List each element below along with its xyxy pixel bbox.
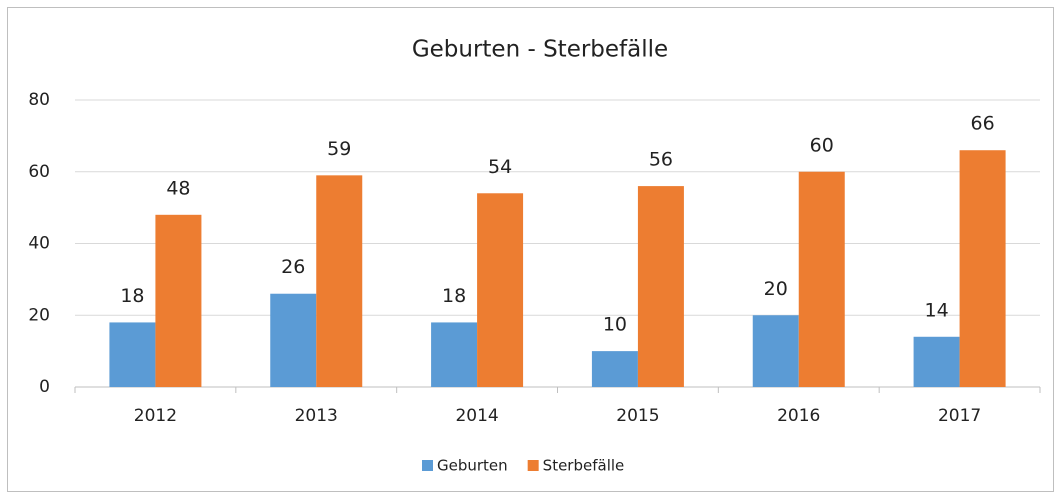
legend-swatch — [422, 460, 433, 471]
data-label: 14 — [924, 299, 948, 321]
bar — [270, 293, 317, 387]
data-label: 59 — [327, 138, 351, 160]
data-label: 54 — [488, 156, 512, 178]
bar — [316, 175, 363, 387]
x-tick-label: 2013 — [295, 406, 338, 426]
legend-label: Geburten — [437, 457, 508, 475]
data-label: 26 — [281, 256, 305, 278]
chart-title: Geburten - Sterbefälle — [412, 37, 668, 63]
data-label: 56 — [649, 149, 673, 171]
data-label: 66 — [970, 113, 994, 135]
bar — [959, 150, 1006, 387]
bar — [637, 186, 684, 387]
bar — [155, 214, 202, 387]
data-label: 20 — [764, 278, 788, 300]
y-tick-label: 80 — [28, 90, 50, 110]
bar — [591, 351, 638, 387]
y-tick-label: 60 — [28, 162, 50, 182]
bar — [477, 193, 524, 387]
x-tick-label: 2017 — [938, 406, 981, 426]
bar — [798, 171, 845, 387]
data-label: 18 — [442, 285, 466, 307]
data-label: 60 — [810, 134, 834, 156]
x-tick-label: 2012 — [134, 406, 177, 426]
bar — [431, 322, 478, 387]
legend-swatch — [527, 460, 539, 471]
data-label: 10 — [603, 314, 627, 336]
bar — [913, 336, 960, 387]
y-tick-label: 0 — [39, 377, 50, 397]
bar — [752, 315, 799, 387]
bar — [109, 322, 156, 387]
legend-label: Sterbefälle — [543, 457, 625, 475]
x-tick-label: 2014 — [455, 406, 498, 426]
y-tick-label: 40 — [28, 234, 50, 254]
data-label: 48 — [166, 177, 190, 199]
y-tick-label: 20 — [28, 305, 50, 325]
data-label: 18 — [120, 285, 144, 307]
x-tick-label: 2016 — [777, 406, 820, 426]
x-tick-label: 2015 — [616, 406, 659, 426]
